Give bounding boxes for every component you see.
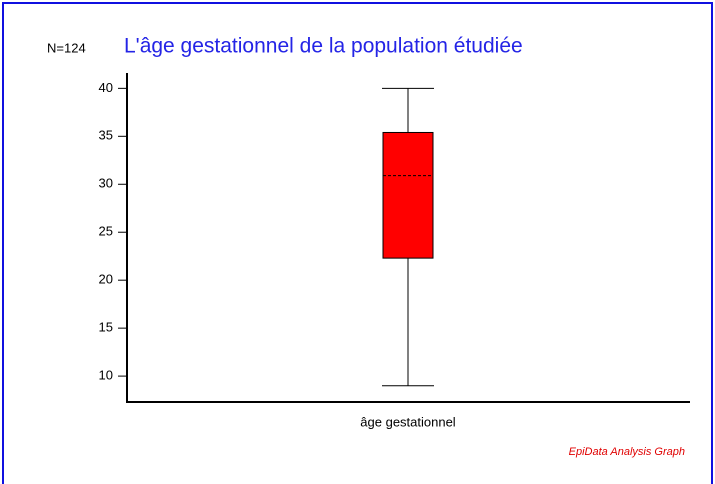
y-tick-label: 10 xyxy=(99,368,113,383)
x-tick-label: âge gestationnel xyxy=(360,414,456,429)
y-tick-label: 20 xyxy=(99,272,113,287)
y-tick-label: 40 xyxy=(99,80,113,95)
chart-title: L'âge gestationnel de la population étud… xyxy=(124,35,523,58)
y-tick-label: 30 xyxy=(99,176,113,191)
y-tick-label: 15 xyxy=(99,320,113,335)
y-tick-label: 25 xyxy=(99,224,113,239)
footer: EpiData Analysis Graph xyxy=(569,446,685,458)
y-tick-label: 35 xyxy=(99,128,113,143)
sample-size: N=124 xyxy=(47,40,86,55)
box xyxy=(382,131,434,259)
